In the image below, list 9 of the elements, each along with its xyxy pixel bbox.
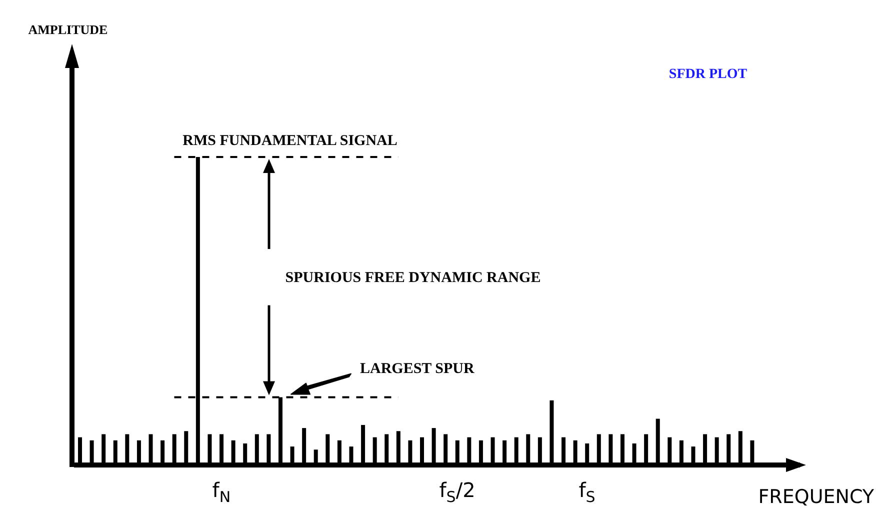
text: AMPLITUDE bbox=[28, 22, 108, 37]
annotation: LARGEST SPUR bbox=[360, 361, 475, 378]
annotation: SPURIOUS FREE DYNAMIC RANGE bbox=[285, 270, 541, 286]
x-axis-title: FREQUENCY bbox=[758, 486, 874, 508]
x-tick-label: f$_{N}$ bbox=[212, 478, 231, 506]
chart-title: SFDR PLOT bbox=[668, 67, 748, 82]
ref-line-label: RMS FUNDAMENTAL SIGNAL bbox=[182, 133, 398, 150]
x-tick-label: f$_{S}$ bbox=[578, 478, 596, 506]
x-tick-label: f$_{S}$/2 bbox=[439, 478, 476, 506]
